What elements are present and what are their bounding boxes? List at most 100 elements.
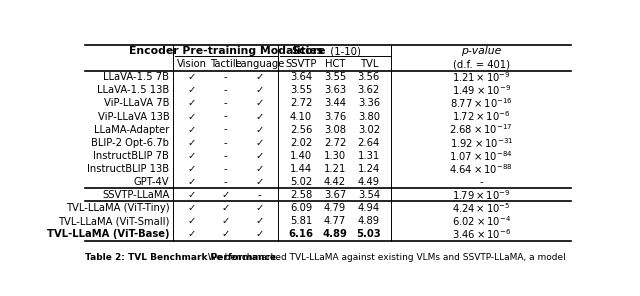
Text: $4.24 \times 10^{-5}$: $4.24 \times 10^{-5}$	[452, 201, 511, 215]
Text: 4.89: 4.89	[323, 229, 348, 239]
Text: 3.02: 3.02	[358, 125, 380, 135]
Text: ViP-LLaVA 13B: ViP-LLaVA 13B	[97, 112, 169, 121]
Text: ✓: ✓	[188, 203, 196, 213]
Text: TVL-LLaMA (ViT-Base): TVL-LLaMA (ViT-Base)	[47, 229, 169, 239]
Text: 5.03: 5.03	[356, 229, 381, 239]
Text: -: -	[224, 72, 228, 82]
Text: $1.07 \times 10^{-84}$: $1.07 \times 10^{-84}$	[449, 149, 513, 163]
Text: 4.94: 4.94	[358, 203, 380, 213]
Text: ✓: ✓	[188, 99, 196, 108]
Text: ✓: ✓	[255, 164, 264, 174]
Text: SSVTP: SSVTP	[285, 59, 317, 69]
Text: ✓: ✓	[255, 72, 264, 82]
Text: $1.21 \times 10^{-9}$: $1.21 \times 10^{-9}$	[452, 70, 511, 84]
Text: $8.77 \times 10^{-16}$: $8.77 \times 10^{-16}$	[450, 96, 513, 110]
Text: 3.64: 3.64	[290, 72, 312, 82]
Text: 3.44: 3.44	[324, 99, 346, 108]
Text: 3.80: 3.80	[358, 112, 380, 121]
Text: -: -	[224, 112, 228, 121]
Text: Language: Language	[235, 59, 284, 69]
Text: 3.55: 3.55	[324, 72, 346, 82]
Text: 1.30: 1.30	[324, 151, 346, 161]
Text: $3.46 \times 10^{-6}$: $3.46 \times 10^{-6}$	[452, 227, 511, 241]
Text: ✓: ✓	[188, 138, 196, 148]
Text: InstructBLIP 13B: InstructBLIP 13B	[87, 164, 169, 174]
Text: ✓: ✓	[255, 138, 264, 148]
Text: 2.72: 2.72	[290, 99, 312, 108]
Text: LLaVA-1.5 7B: LLaVA-1.5 7B	[103, 72, 169, 82]
Text: 3.67: 3.67	[324, 190, 346, 200]
Text: ViP-LLaVA 7B: ViP-LLaVA 7B	[104, 99, 169, 108]
Text: ✓: ✓	[255, 229, 264, 239]
Text: -: -	[224, 138, 228, 148]
Text: 2.64: 2.64	[358, 138, 380, 148]
Text: LLaMA-Adapter: LLaMA-Adapter	[94, 125, 169, 135]
Text: 3.56: 3.56	[358, 72, 380, 82]
Text: ✓: ✓	[188, 125, 196, 135]
Text: $6.02 \times 10^{-4}$: $6.02 \times 10^{-4}$	[452, 214, 511, 228]
Text: -: -	[224, 177, 228, 187]
Text: 1.21: 1.21	[324, 164, 346, 174]
Text: ✓: ✓	[188, 72, 196, 82]
Text: TVL-LLaMA (ViT-Small): TVL-LLaMA (ViT-Small)	[58, 216, 169, 226]
Text: ✓: ✓	[255, 177, 264, 187]
Text: -: -	[224, 85, 228, 95]
Text: 4.10: 4.10	[290, 112, 312, 121]
Text: 6.09: 6.09	[290, 203, 312, 213]
Text: -: -	[224, 164, 228, 174]
Text: TVL: TVL	[360, 59, 378, 69]
Text: LLaVA-1.5 13B: LLaVA-1.5 13B	[97, 85, 169, 95]
Text: -: -	[224, 99, 228, 108]
Text: ✓: ✓	[255, 216, 264, 226]
Text: ✓: ✓	[221, 203, 230, 213]
Text: (1-10): (1-10)	[327, 46, 361, 56]
Text: 1.31: 1.31	[358, 151, 380, 161]
Text: 3.55: 3.55	[290, 85, 312, 95]
Text: ✓: ✓	[188, 151, 196, 161]
Text: ✓: ✓	[221, 229, 230, 239]
Text: GPT-4V: GPT-4V	[134, 177, 169, 187]
Text: ✓: ✓	[221, 190, 230, 200]
Text: TVL-LLaMA (ViT-Tiny): TVL-LLaMA (ViT-Tiny)	[66, 203, 169, 213]
Text: -: -	[258, 190, 261, 200]
Text: 4.42: 4.42	[324, 177, 346, 187]
Text: 3.54: 3.54	[358, 190, 380, 200]
Text: -: -	[224, 125, 228, 135]
Text: 2.56: 2.56	[290, 125, 312, 135]
Text: 5.81: 5.81	[290, 216, 312, 226]
Text: 1.24: 1.24	[358, 164, 380, 174]
Text: 3.62: 3.62	[358, 85, 380, 95]
Text: 3.76: 3.76	[324, 112, 346, 121]
Text: 3.63: 3.63	[324, 85, 346, 95]
Text: 4.49: 4.49	[358, 177, 380, 187]
Text: $4.64 \times 10^{-88}$: $4.64 \times 10^{-88}$	[449, 162, 513, 176]
Text: Table 2: TVL Benchmark Performance.: Table 2: TVL Benchmark Performance.	[85, 253, 279, 262]
Text: ✓: ✓	[188, 112, 196, 121]
Text: ✓: ✓	[255, 99, 264, 108]
Text: Encoder Pre-training Modalities: Encoder Pre-training Modalities	[129, 46, 323, 56]
Text: Score: Score	[291, 46, 326, 56]
Text: InstructBLIP 7B: InstructBLIP 7B	[93, 151, 169, 161]
Text: $1.49 \times 10^{-9}$: $1.49 \times 10^{-9}$	[452, 83, 511, 97]
Text: 6.16: 6.16	[289, 229, 314, 239]
Text: -: -	[224, 151, 228, 161]
Text: ✓: ✓	[255, 203, 264, 213]
Text: ✓: ✓	[255, 125, 264, 135]
Text: ✓: ✓	[221, 216, 230, 226]
Text: HCT: HCT	[324, 59, 345, 69]
Text: We benchmarked TVL-LLaMA against existing VLMs and SSVTP-LLaMA, a model: We benchmarked TVL-LLaMA against existin…	[202, 253, 565, 262]
Text: $1.79 \times 10^{-9}$: $1.79 \times 10^{-9}$	[452, 188, 511, 202]
Text: Vision: Vision	[177, 59, 207, 69]
Text: ✓: ✓	[188, 216, 196, 226]
Text: ✓: ✓	[255, 112, 264, 121]
Text: 2.58: 2.58	[290, 190, 312, 200]
Text: ✓: ✓	[188, 190, 196, 200]
Text: 4.77: 4.77	[324, 216, 346, 226]
Text: ✓: ✓	[255, 151, 264, 161]
Text: BLIP-2 Opt-6.7b: BLIP-2 Opt-6.7b	[92, 138, 169, 148]
Text: 5.02: 5.02	[290, 177, 312, 187]
Text: ✓: ✓	[188, 177, 196, 187]
Text: 4.89: 4.89	[358, 216, 380, 226]
Text: 2.72: 2.72	[324, 138, 346, 148]
Text: 1.44: 1.44	[290, 164, 312, 174]
